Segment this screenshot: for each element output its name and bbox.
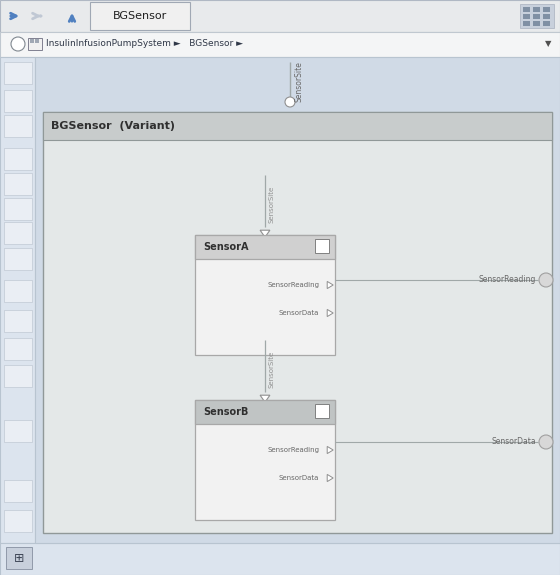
Bar — [315, 404, 329, 418]
Bar — [4, 480, 32, 502]
Bar — [533, 21, 540, 26]
Polygon shape — [260, 395, 270, 402]
Text: SensorData: SensorData — [279, 310, 319, 316]
Text: SensorA: SensorA — [203, 242, 249, 252]
Bar — [4, 198, 32, 220]
Bar — [195, 235, 335, 259]
Bar — [6, 547, 32, 569]
Bar — [0, 57, 35, 543]
Bar — [4, 173, 32, 195]
Bar — [4, 510, 32, 532]
Bar — [543, 7, 550, 12]
Text: SensorSite: SensorSite — [294, 62, 303, 102]
Polygon shape — [260, 230, 270, 237]
Bar — [30, 39, 34, 43]
Bar — [4, 365, 32, 387]
Circle shape — [11, 37, 25, 51]
Text: SensorReading: SensorReading — [267, 282, 319, 288]
Bar — [315, 239, 329, 253]
Bar — [4, 90, 32, 112]
Text: SensorData: SensorData — [491, 438, 536, 447]
Bar — [0, 543, 560, 575]
Bar — [4, 222, 32, 244]
Bar — [195, 400, 335, 424]
Bar — [533, 7, 540, 12]
Text: SensorReading: SensorReading — [267, 447, 319, 453]
Polygon shape — [327, 309, 333, 317]
Bar — [43, 112, 552, 533]
Text: SensorB: SensorB — [203, 407, 249, 417]
Text: SensorReading: SensorReading — [479, 275, 536, 285]
Bar — [4, 420, 32, 442]
Polygon shape — [327, 446, 333, 454]
Bar — [0, 32, 560, 57]
Bar — [0, 0, 560, 32]
Bar — [543, 14, 550, 19]
Text: SensorData: SensorData — [279, 475, 319, 481]
Text: ⊞: ⊞ — [14, 551, 24, 565]
Bar — [4, 248, 32, 270]
Bar — [523, 21, 530, 26]
Text: BGSensor  (Variant): BGSensor (Variant) — [51, 121, 175, 131]
Bar — [520, 4, 554, 28]
Bar — [533, 14, 540, 19]
Bar — [35, 39, 39, 43]
Circle shape — [285, 97, 295, 107]
Bar — [43, 112, 552, 140]
Bar — [90, 2, 190, 30]
Bar — [35, 57, 560, 543]
Bar — [4, 62, 32, 84]
Polygon shape — [327, 281, 333, 289]
Bar — [195, 235, 335, 355]
Bar — [543, 21, 550, 26]
Text: SensorSite: SensorSite — [268, 185, 274, 223]
Bar — [195, 400, 335, 520]
Bar — [4, 148, 32, 170]
Circle shape — [539, 273, 553, 287]
Bar — [28, 38, 42, 50]
Text: ▼: ▼ — [545, 40, 551, 48]
Bar — [4, 115, 32, 137]
Circle shape — [539, 435, 553, 449]
Bar — [523, 7, 530, 12]
Text: InsulinInfusionPumpSystem ►   BGSensor ►: InsulinInfusionPumpSystem ► BGSensor ► — [46, 40, 243, 48]
Bar — [4, 338, 32, 360]
Text: SensorSite: SensorSite — [268, 350, 274, 388]
Bar — [4, 310, 32, 332]
Text: BGSensor: BGSensor — [113, 11, 167, 21]
Bar — [523, 14, 530, 19]
Polygon shape — [327, 474, 333, 482]
Bar — [4, 280, 32, 302]
